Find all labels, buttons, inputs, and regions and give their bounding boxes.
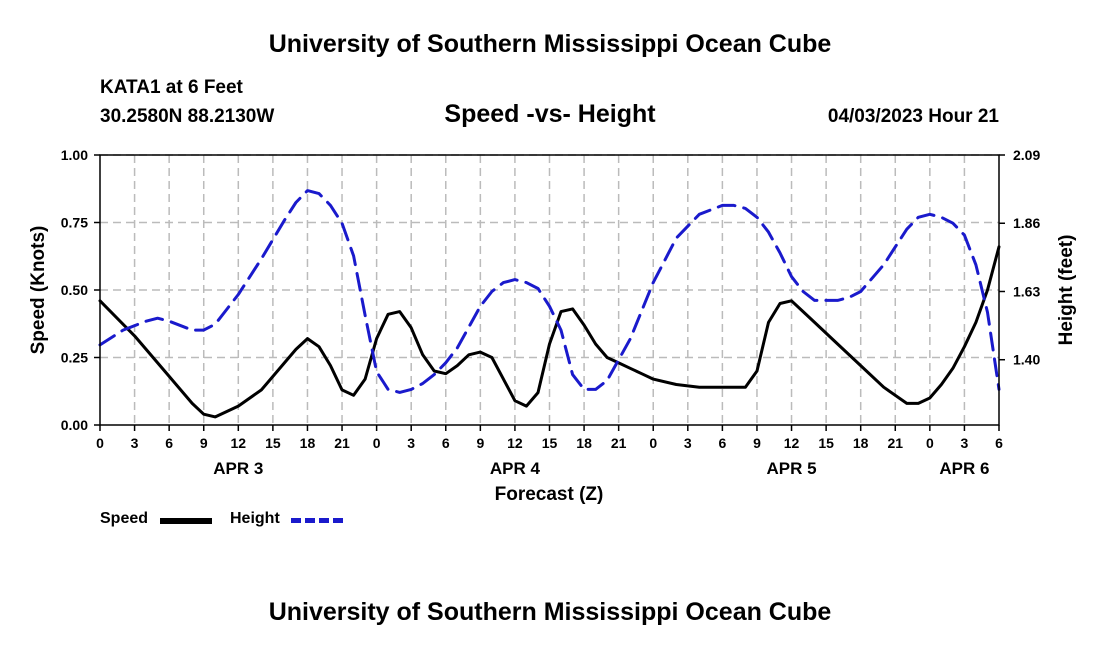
grid xyxy=(100,154,999,425)
y2-tick-label: 1.86 xyxy=(1013,215,1040,231)
x-tick-label: 6 xyxy=(442,435,450,451)
legend-height-label: Height xyxy=(230,510,280,527)
x-tick-label: 15 xyxy=(542,435,558,451)
x-tick-label: 3 xyxy=(407,435,415,451)
y2-axis-label: Height (feet) xyxy=(1056,235,1077,346)
series-line-height xyxy=(98,189,1001,394)
day-label: APR 3 xyxy=(213,459,263,478)
x-tick-label: 6 xyxy=(995,435,1003,451)
x-tick-label: 9 xyxy=(200,435,208,451)
station-label: KATA1 at 6 Feet xyxy=(100,77,243,98)
x-tick-label: 3 xyxy=(961,435,969,451)
x-tick-label: 0 xyxy=(926,435,934,451)
axes: 0.00 0.25 0.50 0.75 1.00 1.40 1.63 1.86 2.09 0 3 6 9… xyxy=(61,147,1041,478)
y-tick-label: 0.75 xyxy=(61,215,88,231)
y-tick-label: 0.25 xyxy=(61,350,88,366)
x-tick-label: 3 xyxy=(684,435,692,451)
y-tick-label: 0.00 xyxy=(61,417,88,433)
x-tick-label: 21 xyxy=(611,435,627,451)
x-tick-label: 6 xyxy=(165,435,173,451)
x-tick-label: 0 xyxy=(96,435,104,451)
series xyxy=(98,189,1001,419)
x-tick-label: 15 xyxy=(818,435,834,451)
y2-tick-label: 1.63 xyxy=(1013,283,1040,299)
page-title: University of Southern Mississippi Ocean… xyxy=(268,30,832,58)
x-tick-label: 6 xyxy=(718,435,726,451)
x-tick-label: 3 xyxy=(131,435,139,451)
day-label: APR 6 xyxy=(939,459,989,478)
station-coordinates: 30.2580N 88.2130W xyxy=(100,106,275,127)
y-axis-label: Speed (Knots) xyxy=(28,226,49,355)
x-tick-label: 9 xyxy=(476,435,484,451)
x-tick-label: 18 xyxy=(300,435,316,451)
x-tick-label: 21 xyxy=(334,435,350,451)
legend-height-swatch xyxy=(291,518,343,523)
chart-title: Speed -vs- Height xyxy=(444,100,656,128)
footer-title: University of Southern Mississippi Ocean… xyxy=(268,598,832,626)
y-tick-label: 0.50 xyxy=(61,282,88,298)
x-tick-label: 12 xyxy=(507,435,523,451)
speed-height-chart: 0.00 0.25 0.50 0.75 1.00 1.40 1.63 1.86 2.09 0 3 6 9… xyxy=(28,147,1077,505)
legend-speed-label: Speed xyxy=(100,510,149,527)
x-tick-label: 15 xyxy=(265,435,281,451)
x-axis-label: Forecast (Z) xyxy=(495,484,604,505)
day-label: APR 5 xyxy=(766,459,816,478)
y2-tick-label: 2.09 xyxy=(1013,147,1040,163)
legend-speed-swatch xyxy=(160,518,212,524)
x-tick-label: 18 xyxy=(576,435,592,451)
x-tick-label: 12 xyxy=(231,435,247,451)
forecast-date: 04/03/2023 Hour 21 xyxy=(827,106,999,127)
day-label: APR 4 xyxy=(490,459,541,478)
x-tick-label: 18 xyxy=(853,435,869,451)
x-tick-label: 12 xyxy=(784,435,800,451)
x-tick-label: 21 xyxy=(887,435,903,451)
x-tick-label: 0 xyxy=(373,435,381,451)
series-line-speed xyxy=(98,245,1001,419)
x-tick-label: 9 xyxy=(753,435,761,451)
x-tick-label: 0 xyxy=(649,435,657,451)
y-tick-label: 1.00 xyxy=(61,147,88,163)
y2-tick-label: 1.40 xyxy=(1013,352,1040,368)
